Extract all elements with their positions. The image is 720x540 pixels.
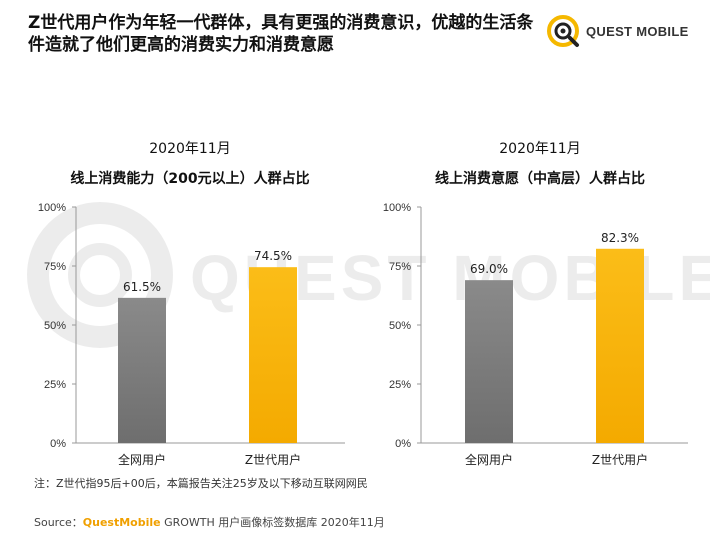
y-tick-label: 75% — [44, 261, 66, 273]
bar-all-users — [465, 280, 513, 443]
chart-2-title-block: 2020年11月 线上消费意愿（中高层）人群占比 — [390, 140, 690, 188]
page-headline: Z世代用户作为年轻一代群体，具有更强的消费意识，优越的生活条件造就了他们更高的消… — [28, 13, 534, 55]
bar-value-label: 61.5% — [123, 280, 161, 294]
chart-2-subtitle: 线上消费意愿（中高层）人群占比 — [435, 171, 645, 187]
x-category-label: 全网用户 — [465, 452, 513, 467]
questmobile-logo: QUEST MOBILE — [546, 13, 706, 49]
chart-1-subtitle: 线上消费能力（200元以上）人群占比 — [70, 171, 310, 187]
chart-1-title: 2020年11月 — [149, 141, 231, 157]
y-tick-label: 100% — [383, 202, 411, 214]
x-category-label: Z世代用户 — [592, 452, 648, 467]
x-category-label: 全网用户 — [118, 452, 166, 467]
y-tick-label: 50% — [389, 320, 411, 332]
y-tick-label: 0% — [50, 438, 66, 450]
bar-z-generation — [596, 248, 644, 443]
bar-z-generation — [249, 267, 297, 443]
y-tick-label: 25% — [389, 379, 411, 391]
y-tick-label: 50% — [44, 320, 66, 332]
y-tick-label: 100% — [38, 202, 66, 214]
source-prefix: Source： — [34, 516, 83, 529]
source-rest: GROWTH 用户画像标签数据库 2020年11月 — [160, 516, 385, 529]
bar-value-label: 69.0% — [470, 262, 508, 276]
questmobile-logo-icon — [547, 15, 579, 47]
y-tick-label: 25% — [44, 379, 66, 391]
footnote: 注：Z世代指95后+00后，本篇报告关注25岁及以下移动互联网网民 — [34, 477, 368, 490]
source-brand: QuestMobile — [82, 516, 161, 529]
y-tick-label: 0% — [395, 438, 411, 450]
x-category-label: Z世代用户 — [245, 452, 301, 467]
bar-all-users — [118, 297, 166, 443]
chart-2-title: 2020年11月 — [499, 141, 581, 157]
bar-value-label: 74.5% — [254, 249, 292, 263]
source-line: Source：QuestMobile GROWTH 用户画像标签数据库 2020… — [34, 514, 385, 530]
logo-text: QUEST MOBILE — [586, 23, 689, 39]
y-tick-label: 75% — [389, 261, 411, 273]
chart-1-title-block: 2020年11月 线上消费能力（200元以上）人群占比 — [40, 140, 340, 188]
bar-value-label: 82.3% — [601, 231, 639, 245]
